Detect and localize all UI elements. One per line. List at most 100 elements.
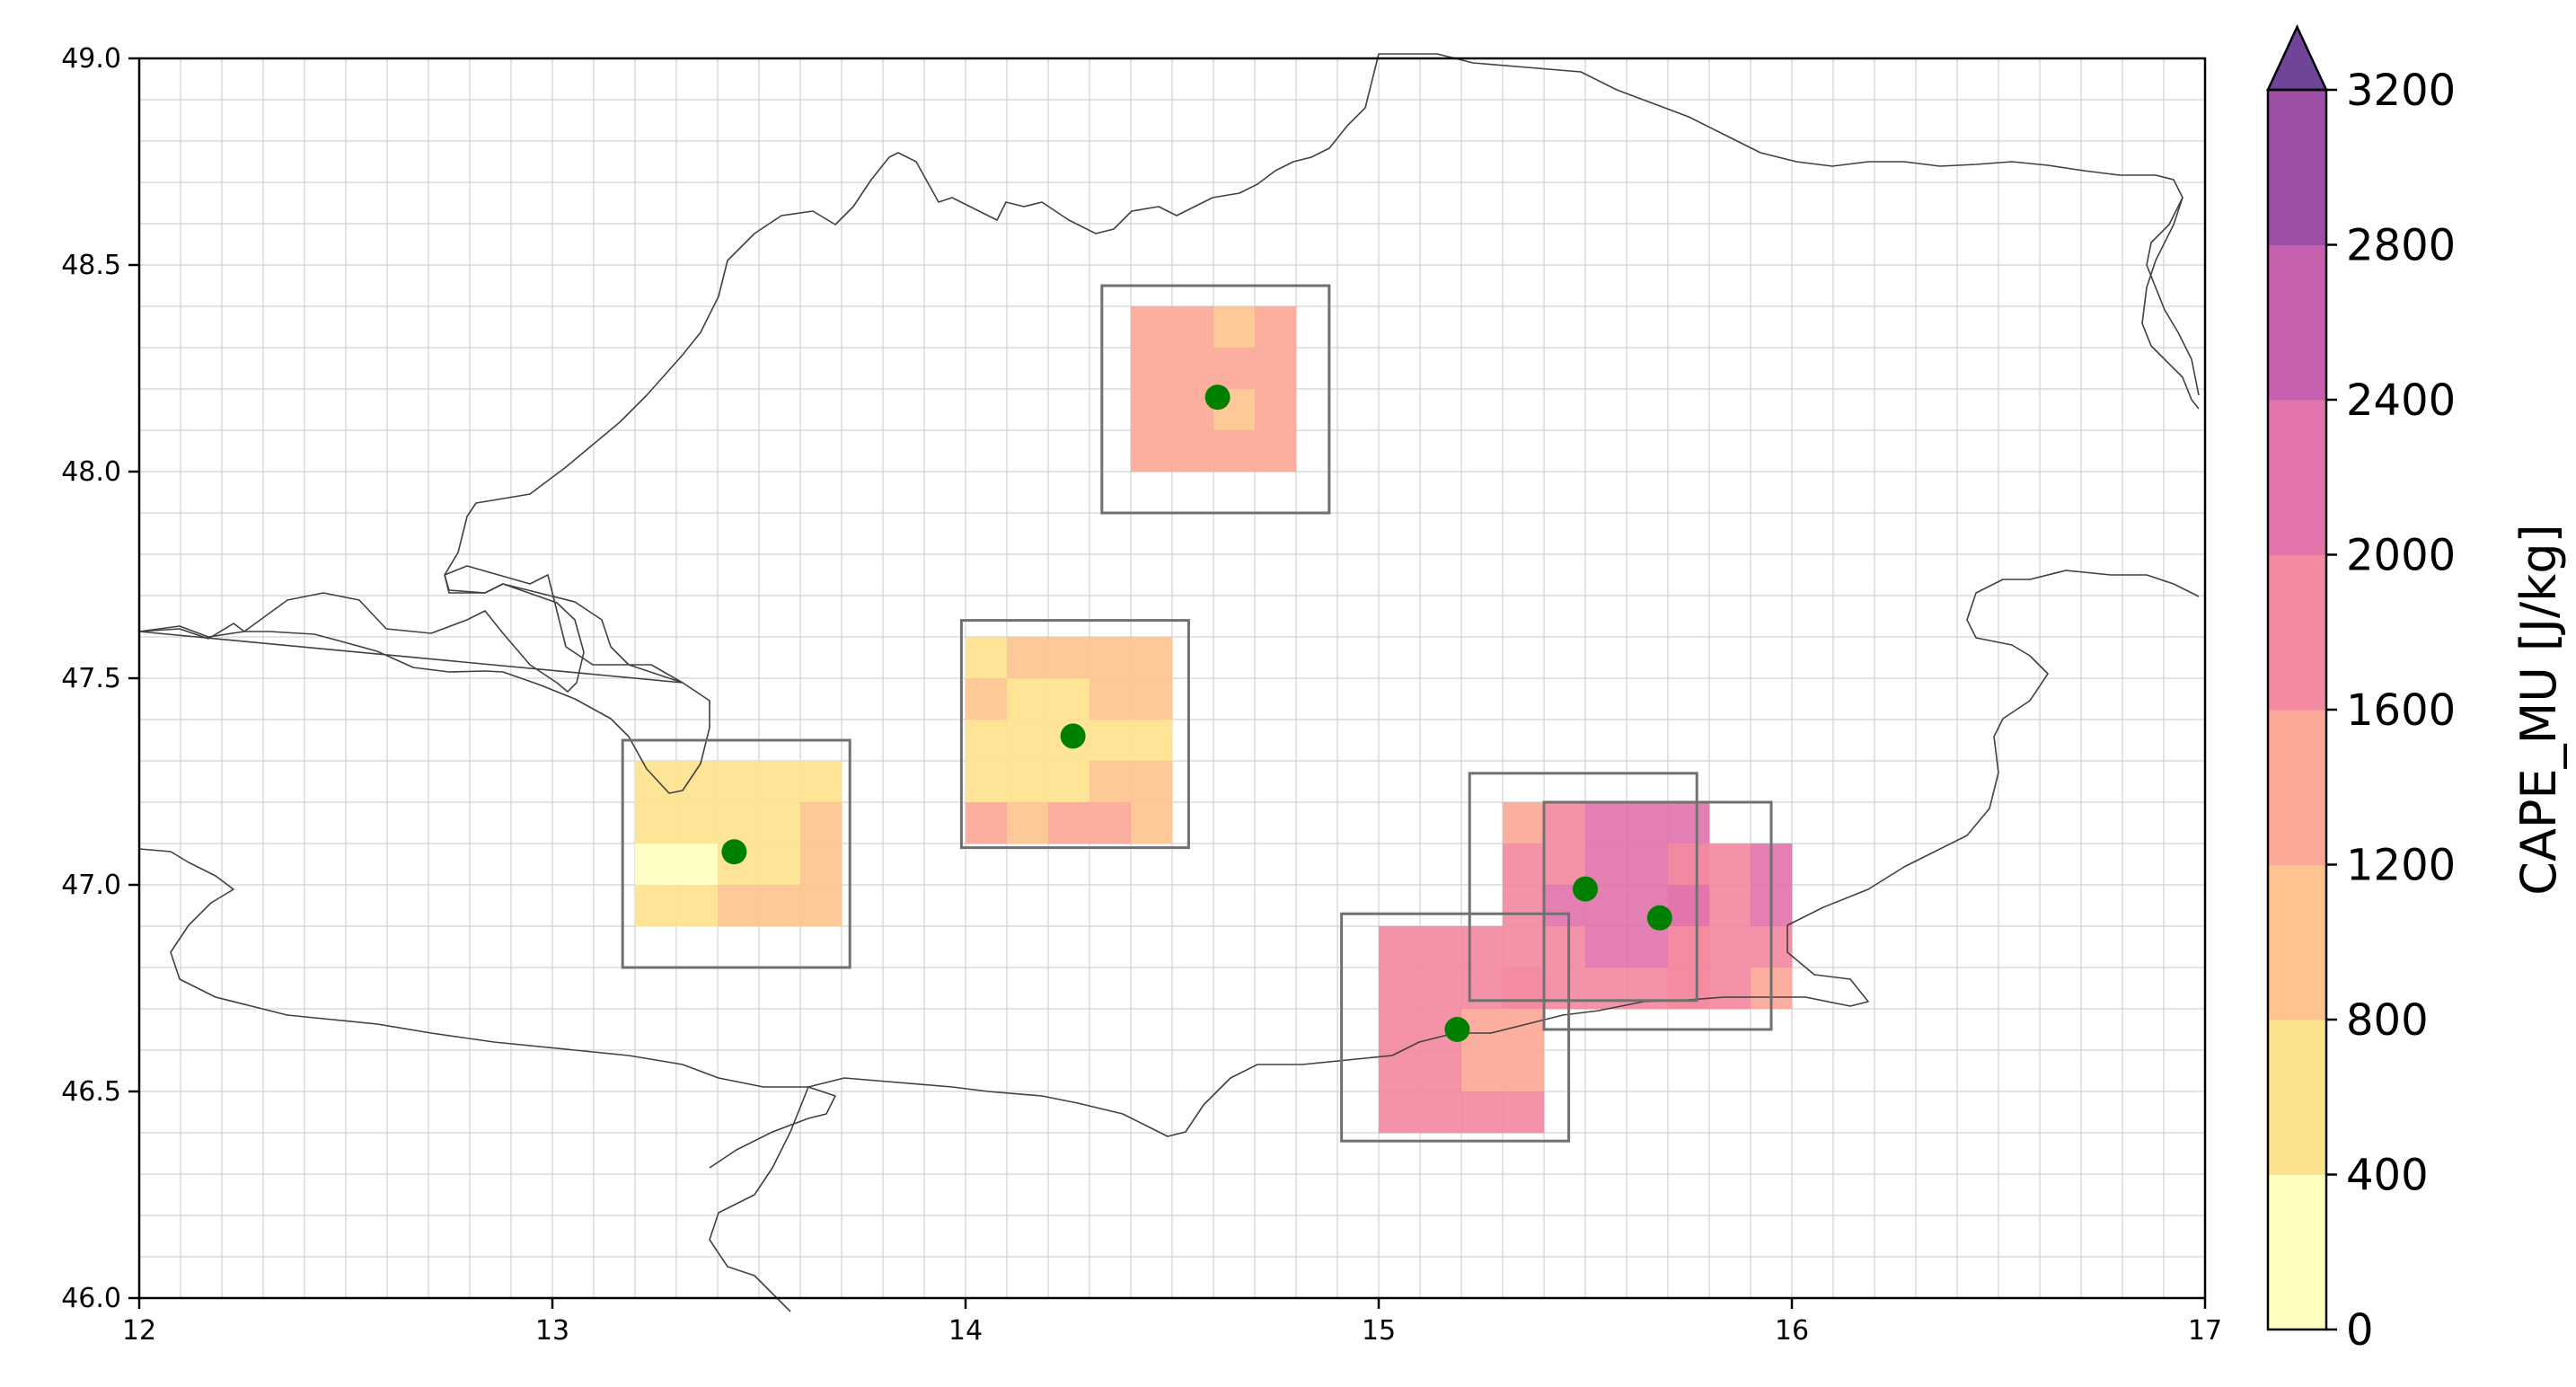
cape-cell xyxy=(1503,967,1545,1010)
cape-cell xyxy=(1255,348,1297,390)
cape-cell xyxy=(1585,926,1628,968)
cape-cell xyxy=(1461,1091,1504,1134)
y-tick-label: 46.0 xyxy=(61,1283,121,1314)
cape-cell xyxy=(1090,761,1132,803)
cape-cell xyxy=(635,802,677,844)
cape-cell xyxy=(1213,430,1256,473)
colorbar-segment xyxy=(2268,554,2326,711)
cape-cell xyxy=(635,885,677,927)
cape-cell xyxy=(1503,844,1545,886)
cape-cell xyxy=(1420,926,1462,968)
observation-point xyxy=(721,839,747,865)
cape-cell xyxy=(800,761,842,803)
cape-cell xyxy=(1048,802,1090,844)
cape-cell xyxy=(1048,678,1090,720)
cape-cell xyxy=(1131,802,1173,844)
observation-points xyxy=(721,384,1672,1042)
observation-point xyxy=(1444,1017,1470,1042)
cape-cell xyxy=(1172,306,1214,349)
analysis-box xyxy=(621,738,851,969)
cape-cell xyxy=(1585,802,1628,844)
cape-cell xyxy=(1420,1050,1462,1092)
cape-cell xyxy=(718,885,760,927)
cape-cell xyxy=(1048,637,1090,679)
cape-cell xyxy=(1255,306,1297,349)
cape-cell xyxy=(1090,720,1132,762)
cape-cell xyxy=(1544,802,1586,844)
cape-cell xyxy=(759,844,801,886)
cape-cell xyxy=(1668,967,1710,1010)
cape-cell xyxy=(1007,637,1049,679)
cape-cell xyxy=(1213,348,1256,390)
cape-cell xyxy=(1585,967,1628,1010)
cape-cell xyxy=(1172,348,1214,390)
cape-cell xyxy=(1627,802,1669,844)
cape-cell xyxy=(676,802,719,844)
observation-point xyxy=(1573,876,1598,902)
cape-cell xyxy=(718,802,760,844)
cape-cell xyxy=(1379,1009,1421,1051)
cape-cell xyxy=(966,761,1008,803)
colorbar-tick-label: 2000 xyxy=(2346,531,2456,581)
colorbar-tick-label: 3200 xyxy=(2346,66,2456,116)
colorbar-segment xyxy=(2268,864,2326,1020)
cape-cell xyxy=(1709,885,1751,927)
cape-cell xyxy=(1255,389,1297,431)
analysis-boxes xyxy=(621,284,1773,1143)
cape-cell xyxy=(1585,844,1628,886)
cape-cell xyxy=(1379,1091,1421,1134)
cape-cell xyxy=(635,761,677,803)
cape-cell xyxy=(1255,430,1297,473)
cape-cell xyxy=(1131,389,1173,431)
cape-cell xyxy=(676,844,719,886)
cape-cell xyxy=(1627,967,1669,1010)
cape-cell xyxy=(1379,1050,1421,1092)
y-tick-label: 46.5 xyxy=(61,1076,121,1108)
cape-cell xyxy=(718,761,760,803)
cape-cell xyxy=(1090,637,1132,679)
colorbar-tick-label: 1200 xyxy=(2346,841,2456,891)
cape-cell xyxy=(1379,926,1421,968)
observation-point xyxy=(1646,905,1672,931)
cape-cell xyxy=(966,637,1008,679)
analysis-box xyxy=(1542,800,1773,1031)
colorbar-segment xyxy=(2268,244,2326,401)
cape-cell xyxy=(1503,1009,1545,1051)
country-borders xyxy=(138,53,2200,1312)
cape-cell xyxy=(1131,678,1173,720)
analysis-box xyxy=(1100,284,1331,515)
cape-cell xyxy=(800,885,842,927)
cape-cell xyxy=(1627,844,1669,886)
colorbar-segment xyxy=(2268,90,2326,245)
colorbar-tick-label: 0 xyxy=(2346,1305,2374,1356)
colorbar-segment xyxy=(2268,710,2326,865)
cape-cell xyxy=(1007,761,1049,803)
cape-cell xyxy=(1131,430,1173,473)
x-tick-label: 14 xyxy=(948,1315,983,1347)
cape-cell xyxy=(676,761,719,803)
axes: 12 13 14 15 16 17 46.0 46.5 47.0 47.5 48.0 48.5 49.0 xyxy=(61,43,2222,1347)
x-tick-label: 13 xyxy=(535,1315,569,1347)
analysis-box xyxy=(959,619,1190,850)
observation-point xyxy=(1204,384,1231,411)
cape-cell xyxy=(1420,967,1462,1010)
y-tick-label: 48.0 xyxy=(61,456,121,488)
colorbar-tick-label: 2400 xyxy=(2346,375,2456,426)
cape-cell xyxy=(1668,926,1710,968)
cape-cell xyxy=(800,844,842,886)
y-tick-label: 49.0 xyxy=(61,43,121,75)
cape-cell xyxy=(1090,802,1132,844)
x-tick-label: 15 xyxy=(1362,1315,1396,1347)
austria-border xyxy=(138,53,2200,693)
cape-cell xyxy=(1668,802,1710,844)
cape-cell xyxy=(1007,802,1049,844)
cape-cell xyxy=(1709,844,1751,886)
colorbar: 0 400 800 1200 1600 2000 2400 2800 3200 CAPE_MU [… xyxy=(2266,24,2567,1356)
cape-cell xyxy=(1007,678,1049,720)
austria-border-south xyxy=(138,570,2200,1137)
cape-cell xyxy=(1172,430,1214,473)
y-tick-label: 47.0 xyxy=(61,870,121,901)
colorbar-segment xyxy=(2268,1020,2326,1175)
x-tick-label: 12 xyxy=(122,1315,156,1347)
